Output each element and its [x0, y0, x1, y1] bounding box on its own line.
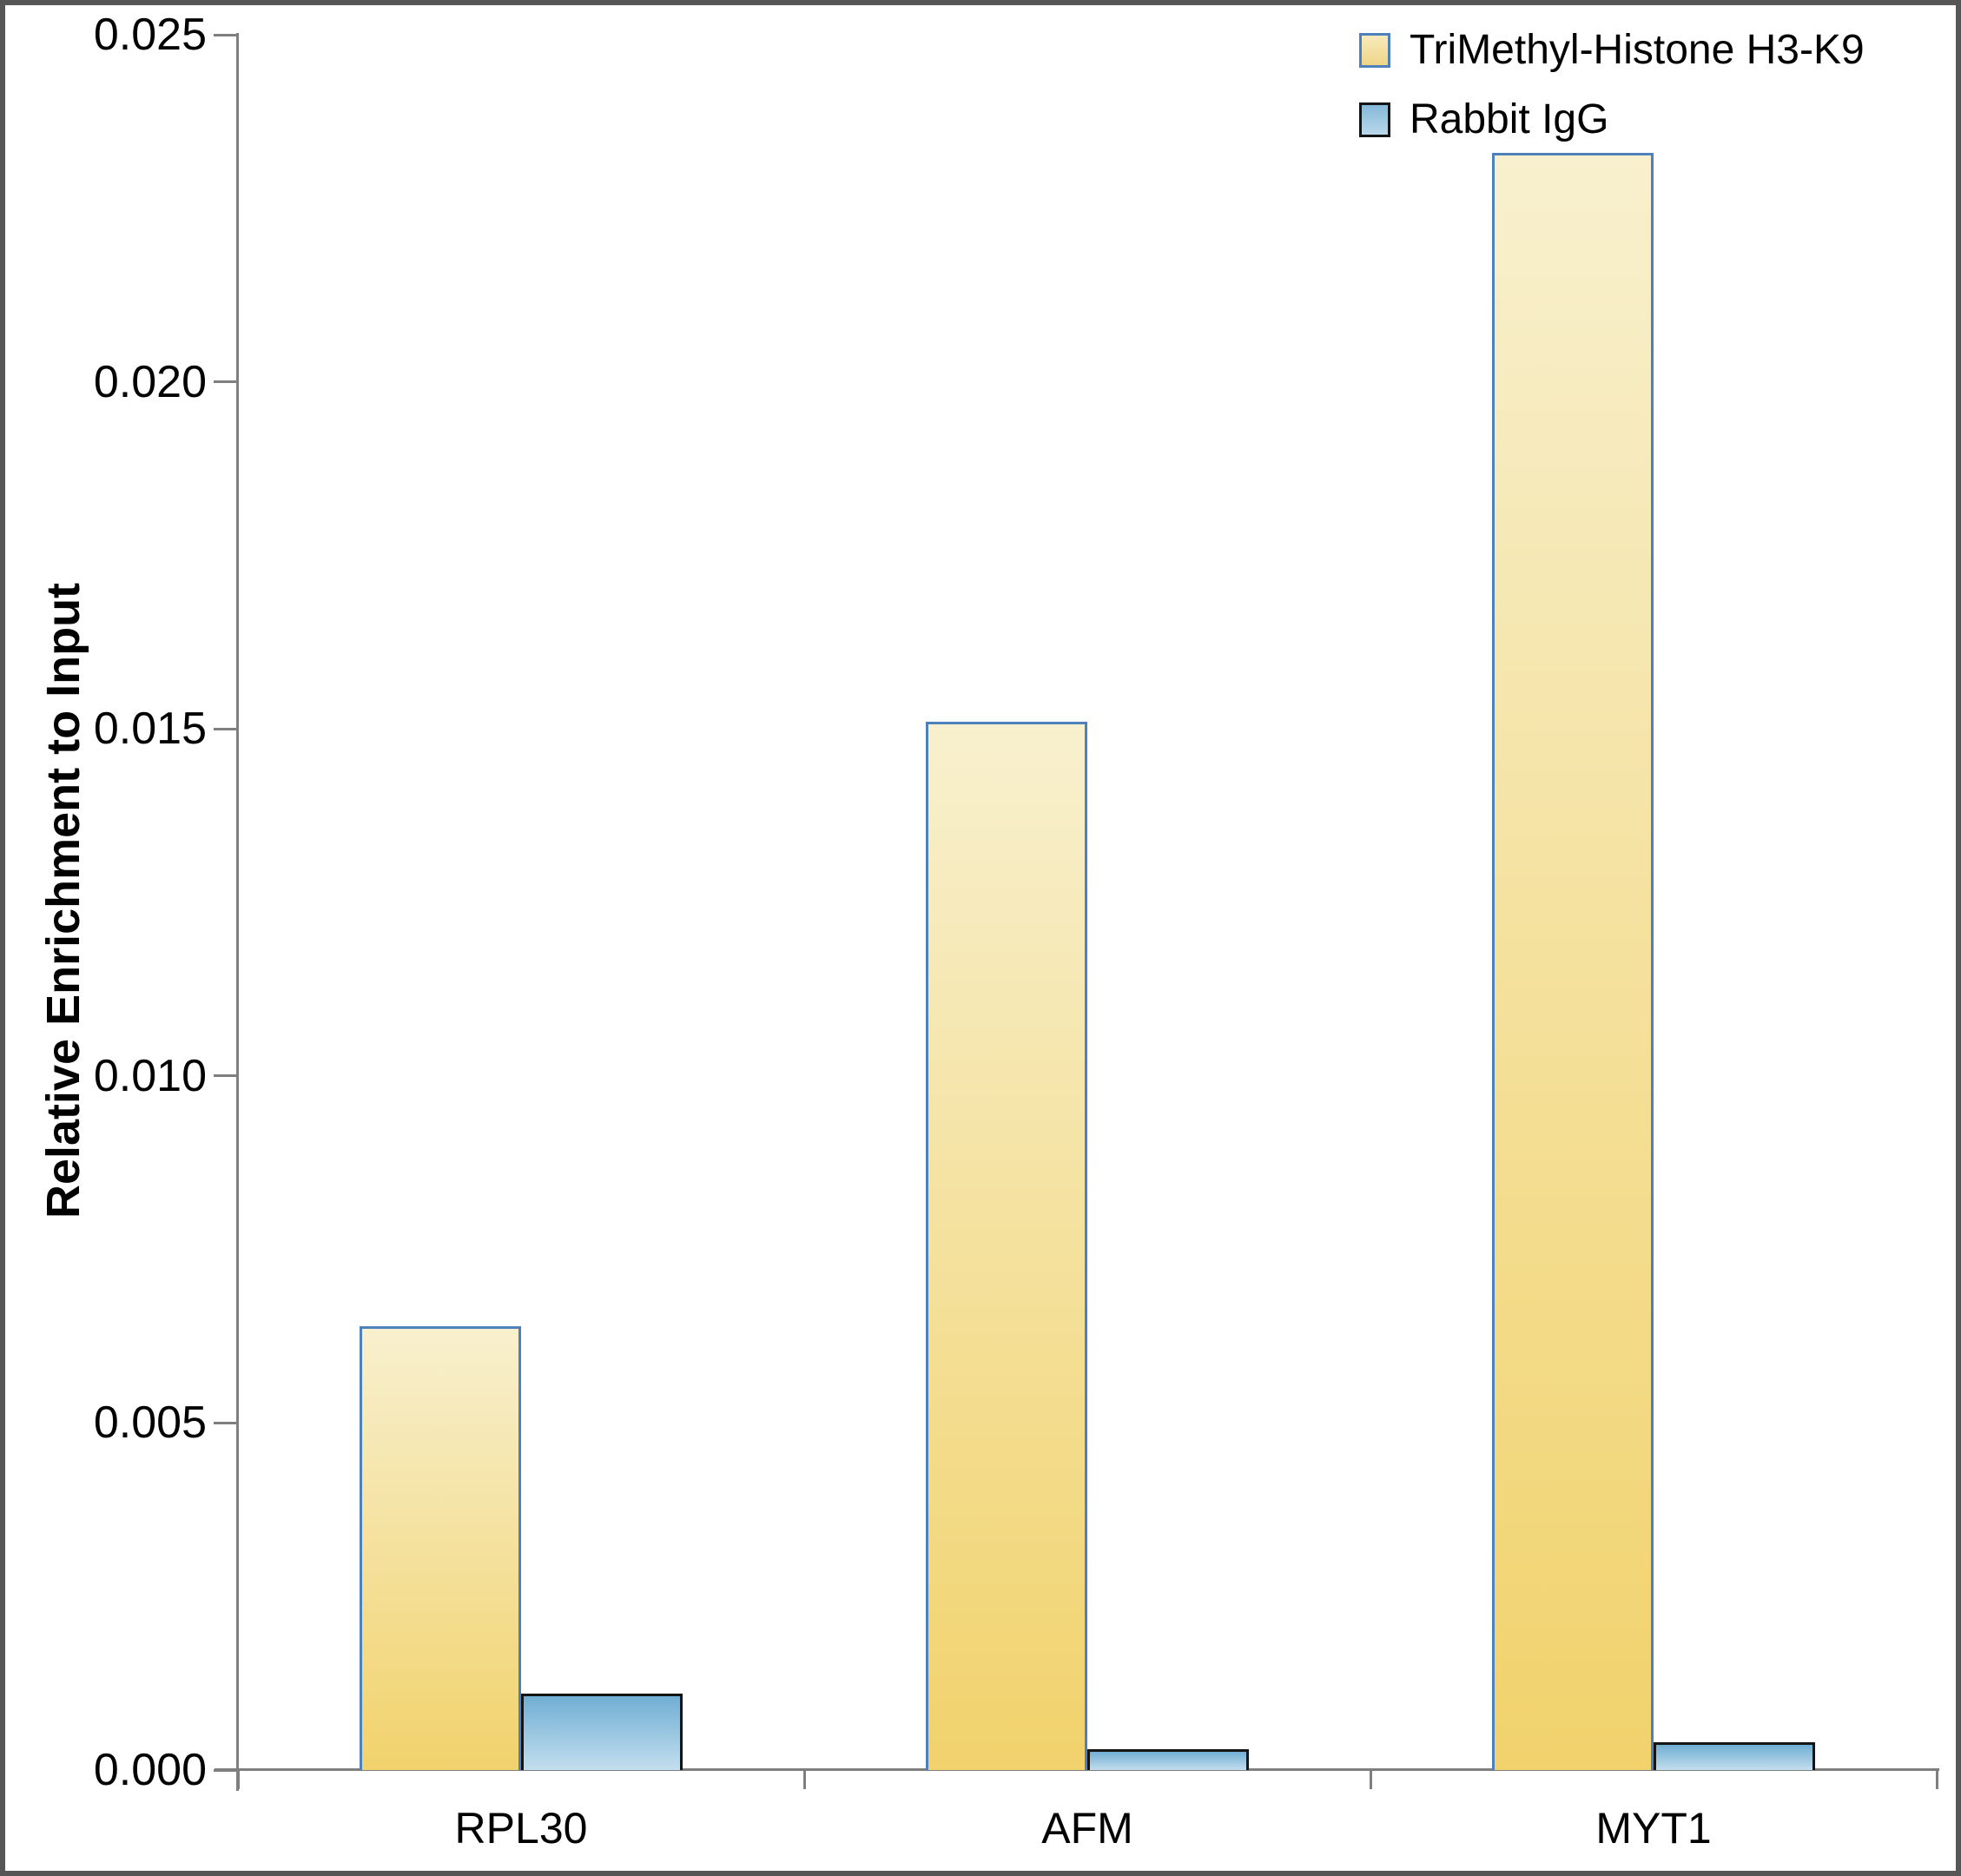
y-tick-mark [214, 380, 238, 384]
y-tick-mark [214, 1421, 238, 1424]
y-tick-label: 0.020 [93, 356, 207, 407]
bar-igg-afm [1087, 1749, 1249, 1770]
igg-legend-swatch [1359, 102, 1390, 137]
legend-label: Rabbit IgG [1410, 96, 1609, 142]
x-category-label: RPL30 [454, 1804, 588, 1853]
y-tick-mark [214, 33, 238, 36]
legend-item-igg: Rabbit IgG [1359, 97, 1608, 142]
y-tick-mark [214, 727, 238, 730]
x-tick-mark [1935, 1770, 1938, 1789]
bar-trimethyl-rpl30 [360, 1325, 521, 1770]
y-tick-label: 0.005 [93, 1397, 207, 1449]
y-tick-label: 0.010 [93, 1050, 207, 1101]
x-tick-mark [236, 1770, 240, 1789]
x-category-label: MYT1 [1595, 1804, 1712, 1853]
x-category-label: AFM [1041, 1804, 1133, 1853]
y-tick-mark [214, 1074, 238, 1078]
x-tick-mark [1369, 1770, 1372, 1789]
legend-item-trimethyl: TriMethyl-Histone H3-K9 [1359, 28, 1865, 73]
y-tick-label: 0.000 [93, 1745, 207, 1795]
trimethyl-legend-swatch [1359, 33, 1390, 68]
y-axis-title: Relative Enrichment to Input [37, 582, 89, 1219]
x-tick-mark [802, 1770, 806, 1789]
legend-label: TriMethyl-Histone H3-K9 [1410, 27, 1865, 73]
bar-igg-rpl30 [521, 1694, 683, 1770]
bar-igg-myt1 [1654, 1742, 1815, 1770]
y-tick-mark [214, 1768, 238, 1772]
y-tick-label: 0.015 [93, 704, 207, 755]
y-axis-line [236, 33, 239, 1791]
y-tick-label: 0.025 [93, 10, 207, 60]
bar-trimethyl-afm [926, 722, 1087, 1770]
bar-trimethyl-myt1 [1492, 152, 1654, 1770]
